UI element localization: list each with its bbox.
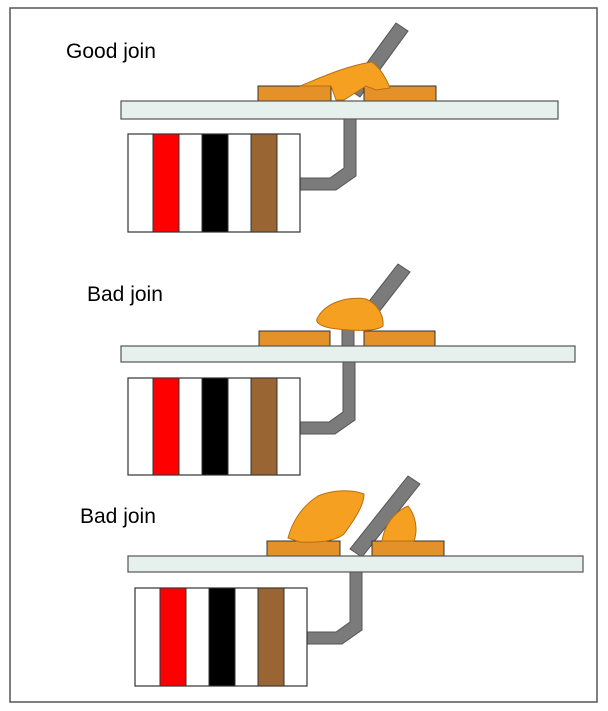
solder-lump-left [287, 490, 365, 543]
resistor-band-red [152, 377, 180, 476]
circuit-board [120, 100, 559, 120]
circuit-board [120, 345, 576, 363]
circuit-board [127, 555, 584, 573]
panel-good-join: Good join [66, 22, 559, 233]
copper-pad-right [371, 540, 445, 557]
resistor-band-black [208, 587, 236, 687]
resistor-band-red [152, 133, 180, 233]
solder-fillet [299, 61, 391, 101]
resistor-band-brown [250, 133, 278, 233]
resistor-band-black [201, 377, 229, 476]
panel-label: Bad join [87, 283, 163, 306]
panel-bad-join-2: Bad join [80, 475, 584, 687]
copper-pad-left [266, 540, 341, 557]
copper-pad-left [257, 85, 332, 102]
resistor-band-black [201, 133, 229, 233]
solder-lump-right [381, 505, 417, 542]
resistor-band-brown [250, 377, 278, 476]
panel-label: Good join [66, 40, 156, 63]
copper-pad-left [258, 330, 331, 347]
resistor-band-brown [257, 587, 285, 687]
panel-label: Bad join [80, 505, 156, 528]
copper-pad-right [363, 330, 436, 347]
resistor-band-red [159, 587, 187, 687]
solder-blob [316, 297, 384, 331]
panel-bad-join-1: Bad join [87, 263, 576, 476]
